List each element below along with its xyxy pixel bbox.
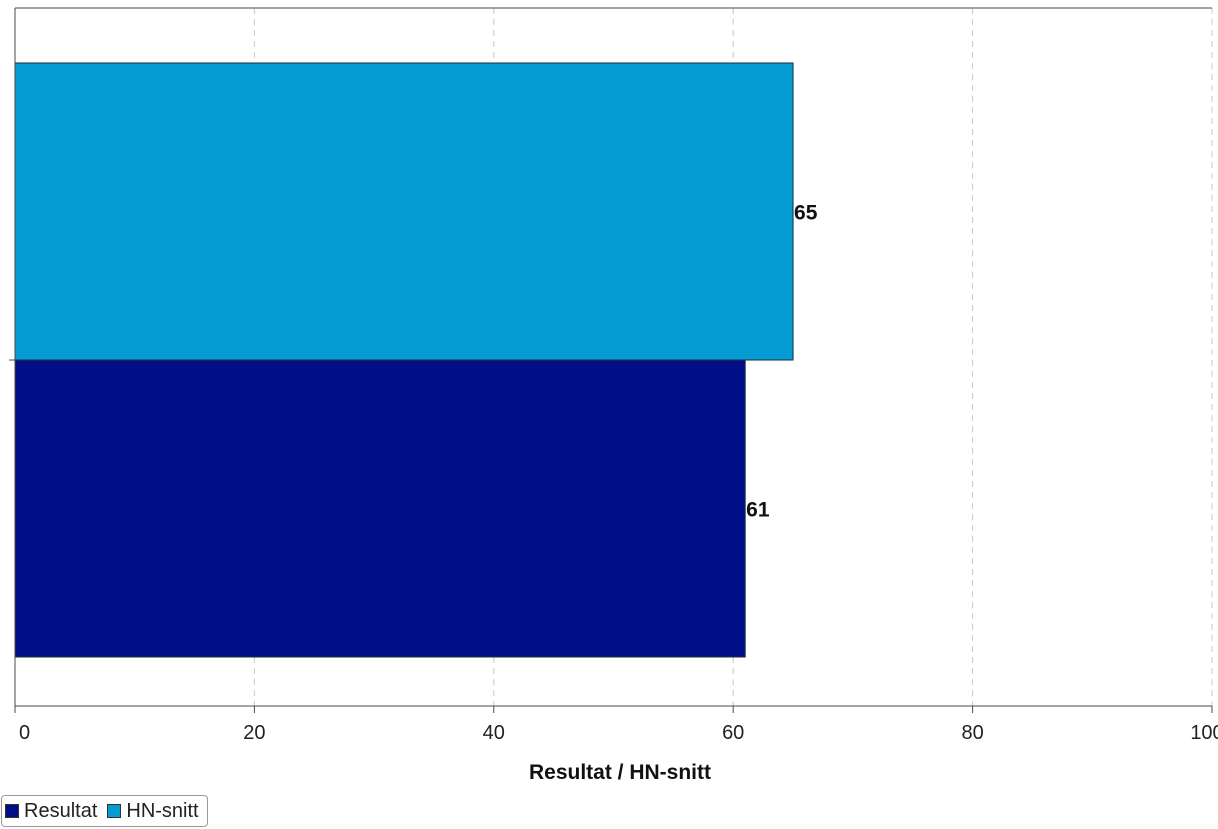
legend-label-resultat: Resultat — [24, 800, 98, 822]
chart-legend: Resultat HN-snitt — [1, 795, 208, 827]
legend-item-hn-snitt[interactable]: HN-snitt — [107, 800, 199, 822]
bar-resultat — [14, 359, 746, 658]
x-tick-label-80: 80 — [961, 722, 983, 744]
x-tick-label-20: 20 — [243, 722, 265, 744]
x-axis-title: Resultat / HN-snitt — [529, 761, 711, 784]
x-tick-label-100: 100 — [1190, 722, 1218, 744]
legend-item-resultat[interactable]: Resultat — [5, 801, 97, 821]
x-tick-label-40: 40 — [483, 722, 505, 744]
x-tick-label-60: 60 — [722, 722, 744, 744]
legend-swatch-resultat — [5, 804, 19, 818]
data-label-hn-snitt: 65 — [794, 202, 818, 225]
legend-label-hn-snitt: HN-snitt — [126, 800, 199, 822]
bar-hn-snitt — [14, 62, 794, 361]
legend-swatch-hn-snitt — [107, 804, 122, 818]
x-tick-label-0: 0 — [19, 722, 30, 744]
data-label-resultat: 61 — [746, 499, 770, 522]
